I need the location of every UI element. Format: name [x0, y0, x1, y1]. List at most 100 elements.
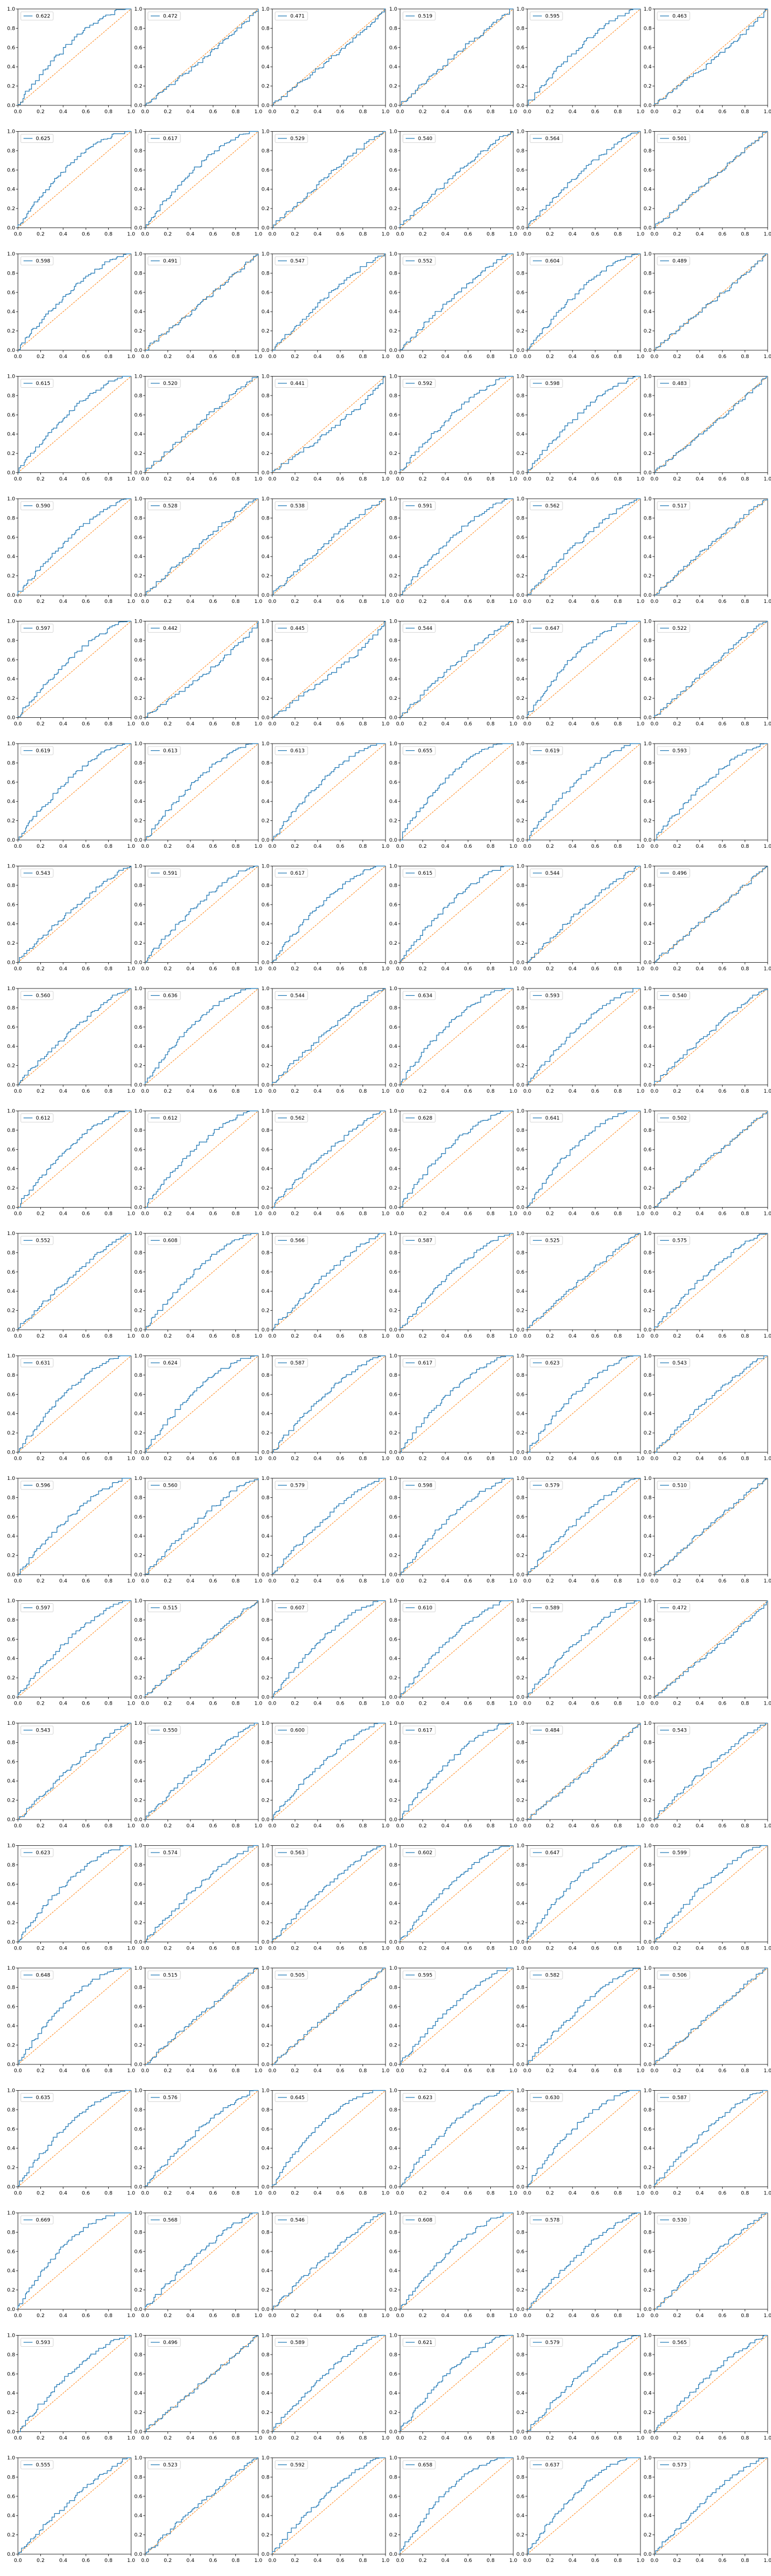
y-tick-label: 0.4 [389, 554, 398, 560]
y-tick-label: 0.6 [262, 2249, 270, 2255]
roc-curve [272, 2212, 386, 2310]
y-tick-label: 0.4 [262, 922, 270, 927]
y-tick-label: 0.0 [517, 2185, 525, 2190]
x-tick-label: 1.0 [254, 477, 263, 482]
y-tick-label: 0.0 [389, 1328, 398, 1333]
y-tick-label: 0.0 [517, 1328, 525, 1333]
roc-curve [527, 498, 640, 596]
y-tick-label: 0.0 [134, 471, 143, 476]
legend-box [402, 1848, 436, 1857]
x-tick-label: 0.8 [104, 1089, 113, 1094]
legend-box [147, 1725, 181, 1735]
y-tick-label: 1.0 [517, 1599, 525, 1604]
legend-box [530, 1603, 563, 1612]
x-tick-label: 0.2 [546, 1701, 554, 1707]
y-tick-label: 0.0 [262, 1328, 270, 1333]
y-tick-label: 0.4 [7, 2513, 16, 2519]
y-tick-label: 0.2 [262, 329, 270, 335]
x-tick-label: 0.2 [164, 1334, 171, 1339]
roc-panel: 0.0 0.2 0.4 0.6 0.8 1.00.00.20.40.60.81.00.46… [644, 7, 771, 115]
y-tick-label: 0.2 [7, 941, 15, 946]
x-tick-label: 1.0 [127, 1579, 136, 1584]
x-tick-label: 1.0 [254, 844, 263, 850]
diagonal-reference-line [527, 988, 641, 1085]
x-tick-label: 0.6 [718, 722, 727, 727]
y-tick-label: 0.0 [134, 226, 143, 231]
y-tick-label: 1.0 [644, 1354, 652, 1359]
x-tick-label: 0.8 [104, 1212, 113, 1217]
y-tick-label: 0.0 [7, 1572, 16, 1578]
roc-panel: 0.0 0.2 0.4 0.6 0.8 1.00.00.20.40.60.81.00.58… [517, 1599, 645, 1707]
diagonal-reference-line [17, 2090, 132, 2187]
legend: 0.579 [530, 1480, 563, 1490]
legend-box [657, 1236, 690, 1245]
y-tick-label: 0.4 [7, 1656, 16, 1662]
y-tick-label: 0.2 [517, 2165, 524, 2171]
y-tick-label: 0.8 [7, 638, 16, 644]
legend-box [657, 624, 690, 633]
y-tick-label: 0.2 [134, 941, 142, 946]
legend: 0.641 [530, 1113, 563, 1122]
roc-panel: 0.0 0.2 0.4 0.6 0.8 1.00.00.20.40.60.81.00.56… [517, 496, 645, 605]
x-tick-label: 0.0 [141, 1823, 150, 1829]
diagonal-reference-line [272, 1600, 386, 1697]
y-tick-label: 0.2 [389, 574, 397, 579]
legend: 0.590 [20, 501, 54, 510]
diagonal-reference-line [272, 2090, 386, 2187]
x-tick-label: 0.4 [442, 1456, 450, 1462]
legend: 0.540 [402, 134, 436, 143]
y-tick-label: 1.0 [644, 496, 652, 502]
roc-panel: 0.0 0.2 0.4 0.6 0.8 1.00.00.20.40.60.81.00.57… [517, 2211, 645, 2319]
roc-panel: 0.0 0.2 0.4 0.6 0.8 1.00.00.20.40.60.81.00.51… [134, 1966, 263, 2074]
roc-panel: 0.0 0.2 0.4 0.6 0.8 1.00.00.20.40.60.81.00.54… [389, 129, 518, 238]
x-tick-label: 0.4 [187, 1579, 195, 1584]
y-tick-label: 1.0 [644, 741, 652, 747]
x-tick-label: 0.2 [36, 109, 44, 115]
roc-curve [654, 375, 768, 474]
roc-curve [527, 253, 640, 350]
y-tick-label: 0.2 [262, 2043, 270, 2049]
x-tick-label: 0.8 [359, 354, 367, 360]
y-tick-label: 0.6 [517, 2494, 525, 2500]
y-tick-label: 1.0 [644, 1844, 652, 1849]
diagonal-reference-line [400, 2090, 514, 2187]
legend: 0.579 [275, 1480, 308, 1490]
y-tick-label: 0.6 [262, 535, 270, 541]
x-tick-label: 0.6 [209, 1456, 217, 1462]
y-tick-label: 0.6 [134, 1392, 143, 1398]
y-tick-label: 0.8 [644, 516, 652, 521]
x-tick-label: 0.6 [464, 2558, 472, 2564]
legend-box [20, 1236, 54, 1245]
x-tick-label: 0.2 [36, 1456, 44, 1462]
y-tick-label: 0.8 [389, 1005, 398, 1011]
y-tick-label: 0.4 [644, 1901, 652, 1907]
y-tick-label: 0.0 [7, 593, 16, 598]
y-tick-label: 0.0 [134, 2307, 143, 2313]
y-tick-label: 0.2 [134, 1920, 142, 1926]
x-tick-label: 1.0 [127, 2436, 136, 2442]
roc-panel: 0.0 0.2 0.4 0.6 0.8 1.00.00.20.40.60.81.00.60… [134, 1231, 263, 1339]
x-tick-label: 0.6 [591, 1579, 600, 1584]
y-tick-label: 0.0 [7, 1450, 16, 1456]
x-tick-label: 0.4 [569, 844, 577, 850]
diagonal-reference-line [272, 1233, 386, 1330]
x-tick-label: 1.0 [637, 477, 645, 482]
y-tick-label: 0.2 [389, 84, 397, 90]
y-tick-label: 0.6 [7, 1882, 16, 1887]
y-tick-label: 0.4 [517, 309, 525, 315]
roc-curve [527, 2334, 640, 2432]
x-tick-label: 0.4 [314, 1089, 322, 1094]
x-tick-label: 0.6 [209, 599, 217, 605]
legend: 0.669 [20, 2215, 54, 2225]
y-tick-label: 0.8 [644, 1128, 652, 1134]
y-tick-label: 0.8 [134, 26, 143, 31]
legend-label: 0.591 [163, 871, 178, 876]
x-tick-label: 0.2 [36, 722, 44, 727]
x-tick-label: 1.0 [127, 1212, 136, 1217]
x-tick-label: 1.0 [127, 477, 136, 482]
x-tick-label: 0.8 [741, 1089, 749, 1094]
x-tick-label: 0.2 [291, 1456, 299, 1462]
y-tick-label: 0.2 [134, 206, 142, 212]
y-tick-label: 0.8 [517, 516, 525, 521]
y-tick-label: 0.4 [262, 554, 270, 560]
